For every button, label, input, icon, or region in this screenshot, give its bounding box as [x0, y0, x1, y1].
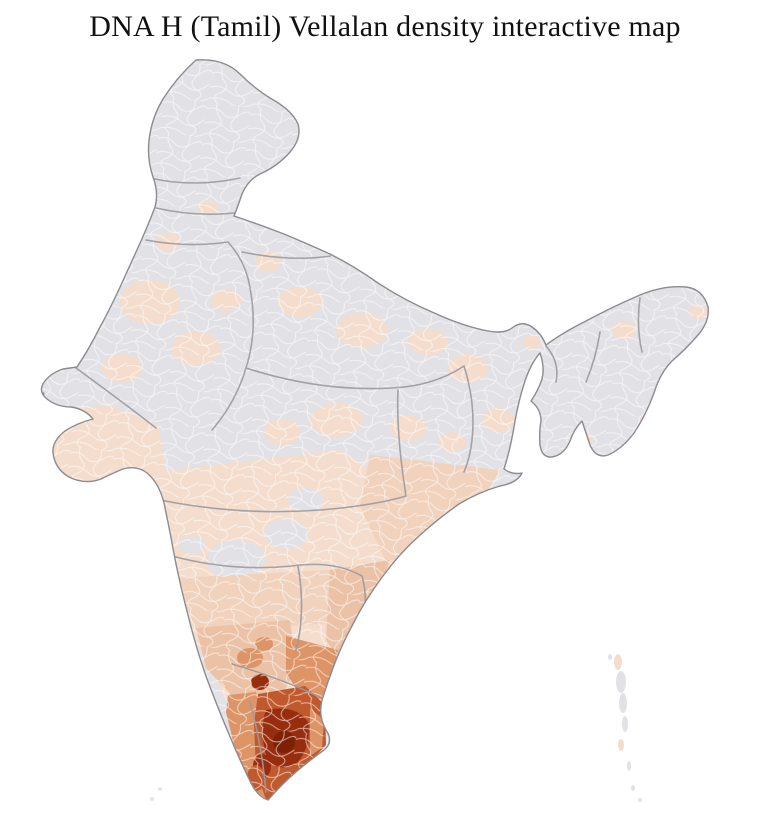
- lakshadweep-islands: [150, 787, 162, 801]
- island[interactable]: [619, 693, 627, 713]
- island[interactable]: [627, 761, 631, 771]
- andaman-nicobar-islands: [608, 654, 642, 802]
- island[interactable]: [158, 787, 162, 791]
- island[interactable]: [616, 671, 626, 693]
- island[interactable]: [150, 797, 154, 801]
- district-kolkata-dark[interactable]: [512, 443, 526, 461]
- island[interactable]: [631, 785, 635, 791]
- island[interactable]: [614, 654, 622, 670]
- island[interactable]: [608, 654, 612, 660]
- map-title: DNA H (Tamil) Vellalan density interacti…: [89, 10, 681, 43]
- island[interactable]: [638, 798, 642, 802]
- island[interactable]: [618, 739, 624, 751]
- island[interactable]: [622, 716, 628, 732]
